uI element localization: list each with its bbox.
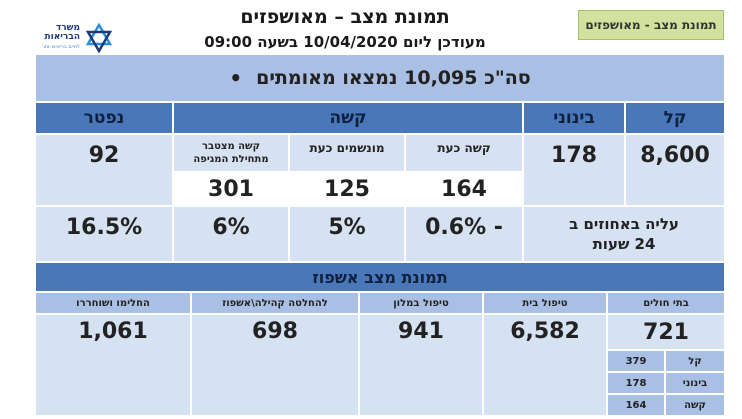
value-severe-now: 164 [405, 172, 523, 206]
percent-ventilated: 5% [289, 206, 405, 262]
col-home-care: טיפול בית [483, 292, 607, 314]
value-moderate: 178 [523, 134, 625, 206]
header-mild: קל [625, 102, 725, 134]
subheader-ventilated: מונשמים כעת [289, 134, 405, 172]
logo-text: משרד הבריאות לחיים בריאים יותר [22, 24, 80, 52]
value-ventilated: 125 [289, 172, 405, 206]
col-pending-decision: להחלטה קהילה\אשפוז [191, 292, 359, 314]
breakdown-label-severe: קשה [665, 394, 725, 416]
breakdown-value-severe: 164 [607, 394, 665, 416]
logo-line2: הבריאות [44, 32, 80, 42]
percent-severe-now: - 0.6% [405, 206, 523, 262]
section-tag: תמונת מצב - מאושפזים [578, 10, 724, 40]
status-board: סה"כ 10,095 נמצאו מאומתים • קל בינוני קש… [35, 54, 725, 416]
total-text: סה"כ 10,095 נמצאו מאומתים [256, 67, 531, 89]
percent-cumulative: 6% [173, 206, 289, 262]
logo-line1: משרד [55, 23, 80, 33]
value-mild: 8,600 [625, 134, 725, 206]
value-cumulative: 301 [173, 172, 289, 206]
subheader-cumulative: קשה מצטבר מתחילת המגיפה [173, 134, 289, 172]
value-hotel-care: 941 [359, 314, 483, 416]
page-title: תמונת מצב – מאושפזים [240, 6, 450, 28]
value-dead: 92 [35, 134, 173, 206]
col-recovered: החלימו ושוחררו [35, 292, 191, 314]
header-dead: נפטר [35, 102, 173, 134]
col-hospitals: בתי חולים [607, 292, 725, 314]
value-pending-decision: 698 [191, 314, 359, 416]
bullet-icon: • [229, 66, 243, 90]
percent-label: עליה באחוזים ב 24 שעות [523, 206, 725, 262]
breakdown-value-mild: 379 [607, 350, 665, 372]
star-of-david-icon [85, 23, 113, 53]
subheader-severe-now: קשה כעת [405, 134, 523, 172]
col-hotel-care: טיפול במלון [359, 292, 483, 314]
page-subtitle: מעודכן ליום 10/04/2020 בשעה 09:00 [204, 33, 486, 51]
ministry-logo: משרד הבריאות לחיים בריאים יותר [22, 20, 132, 56]
breakdown-value-moderate: 178 [607, 372, 665, 394]
breakdown-label-moderate: בינוני [665, 372, 725, 394]
value-recovered: 1,061 [35, 314, 191, 416]
hospitalization-title: תמונת מצב אשפוז [35, 262, 725, 292]
breakdown-label-mild: קל [665, 350, 725, 372]
header-severe: קשה [173, 102, 523, 134]
logo-tagline: לחיים בריאים יותר [41, 44, 80, 50]
value-home-care: 6,582 [483, 314, 607, 416]
percent-dead: 16.5% [35, 206, 173, 262]
total-row: סה"כ 10,095 נמצאו מאומתים • [35, 54, 725, 102]
value-hospitals: 721 [607, 314, 725, 350]
header-moderate: בינוני [523, 102, 625, 134]
